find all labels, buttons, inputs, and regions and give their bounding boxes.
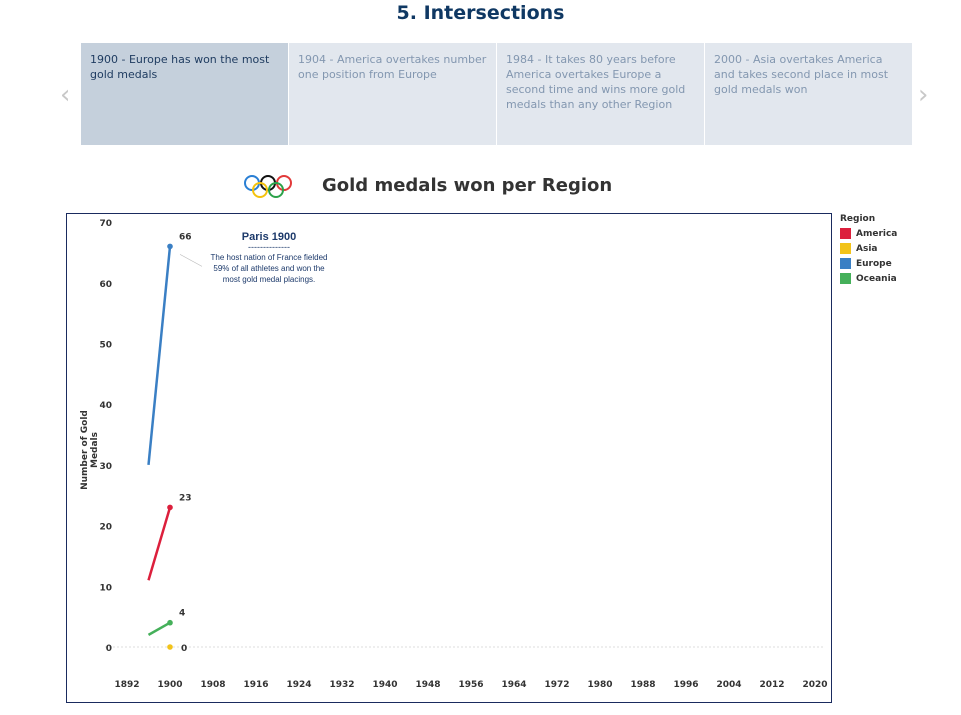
chart-title: Gold medals won per Region: [322, 175, 613, 196]
y-tick-label: 10: [99, 583, 112, 593]
america-point: [167, 504, 173, 511]
y-tick-label: 0: [106, 644, 112, 654]
x-tick-label: 1948: [415, 680, 440, 690]
chevron-right-icon[interactable]: ›: [918, 80, 929, 110]
x-tick-label: 1972: [544, 680, 569, 690]
x-tick-label: 2012: [759, 680, 784, 690]
page-title: 5. Intersections: [396, 2, 565, 24]
x-tick-label: 1892: [114, 680, 139, 690]
annotation-divider: --------------: [248, 242, 290, 252]
story-point-2000[interactable]: 2000 - Asia overtakes America and takes …: [705, 43, 912, 145]
x-tick-label: 1932: [329, 680, 354, 690]
x-tick-label: 1980: [587, 680, 612, 690]
legend: Region America Asia Europe Oceania: [840, 214, 897, 284]
olympic-rings-logo: [244, 175, 292, 198]
y-tick-label: 30: [99, 462, 112, 472]
oceania-line: [147, 621, 171, 636]
y-tick-label: 70: [99, 219, 112, 229]
legend-label: Asia: [856, 243, 878, 254]
y-tick-label: 20: [99, 523, 112, 533]
story-points: 1900 - Europe has won the most gold meda…: [81, 43, 912, 145]
oceania-data-label: 4: [179, 609, 185, 619]
x-tick-label: 1940: [372, 680, 397, 690]
legend-item-asia[interactable]: Asia: [840, 243, 897, 254]
x-tick-label: 1916: [243, 680, 268, 690]
x-tick-label: 1924: [286, 680, 311, 690]
legend-label: Europe: [856, 258, 892, 269]
legend-title: Region: [840, 214, 876, 224]
annotation-title: Paris 1900: [241, 231, 297, 243]
x-tick-label: 1900: [157, 680, 182, 690]
legend-label: America: [856, 228, 898, 239]
legend-item-europe[interactable]: Europe: [840, 258, 897, 269]
annotation-leader: [179, 254, 203, 267]
y-tick-label: 60: [99, 280, 112, 290]
y-tick-label: 50: [99, 341, 112, 351]
oceania-point: [167, 619, 173, 626]
story-point-1904[interactable]: 1904 - America overtakes number one posi…: [289, 43, 497, 145]
x-tick-label: 1908: [200, 680, 225, 690]
legend-item-america[interactable]: America: [840, 228, 897, 239]
asia-data-label: 0: [181, 644, 187, 654]
america-data-label: 23: [179, 493, 192, 503]
y-tick-label: 40: [99, 401, 112, 411]
x-tick-label: 1956: [458, 680, 483, 690]
x-tick-label: 1964: [501, 680, 526, 690]
y-axis-label: Number of Gold Medals: [80, 410, 100, 490]
x-tick-label: 1988: [630, 680, 655, 690]
annotation-body: The host nation of France fielded 59% of…: [210, 253, 328, 284]
story-point-1900[interactable]: 1900 - Europe has won the most gold meda…: [81, 43, 289, 145]
story-point-1984[interactable]: 1984 - It takes 80 years before America …: [497, 43, 705, 145]
europe-data-label: 66: [179, 232, 192, 242]
chart-frame: [66, 213, 832, 703]
europe-line: [147, 246, 172, 466]
legend-item-oceania[interactable]: Oceania: [840, 273, 897, 284]
asia-point: [167, 644, 173, 650]
x-tick-label: 1996: [673, 680, 698, 690]
x-tick-label: 2020: [802, 680, 827, 690]
x-tick-label: 2004: [716, 680, 741, 690]
annotation-paris-1900: Paris 1900 -------------- The host natio…: [204, 231, 334, 285]
europe-swatch: [840, 258, 851, 269]
chevron-left-icon[interactable]: ‹: [60, 80, 71, 110]
asia-swatch: [840, 243, 851, 254]
europe-point: [167, 243, 173, 250]
america-line: [147, 507, 172, 581]
oceania-swatch: [840, 273, 851, 284]
america-swatch: [840, 228, 851, 239]
legend-label: Oceania: [856, 273, 897, 284]
